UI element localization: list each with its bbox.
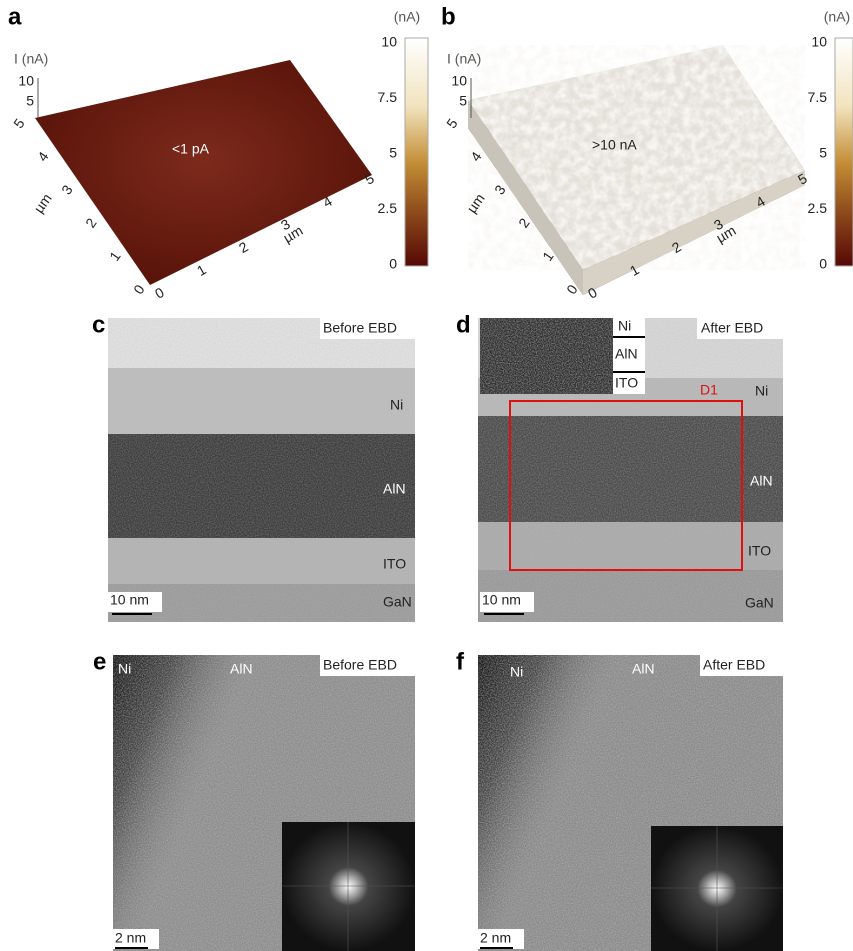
y-tick-label: 3	[58, 182, 76, 198]
panel-label: d	[456, 311, 471, 338]
region-label: AlN	[230, 661, 253, 677]
condition: After EBD	[701, 320, 763, 336]
layer-label: ITO	[748, 543, 771, 559]
colorbar	[835, 38, 853, 266]
scale-label: 10 nm	[482, 592, 521, 608]
y-unit: µm	[30, 191, 54, 216]
scale-label: 2 nm	[480, 930, 511, 946]
x-tick-label: 1	[194, 261, 209, 279]
layer-label: ITO	[383, 556, 406, 572]
colorbar-tick-label: 10	[381, 34, 397, 50]
panel-label: a	[8, 3, 22, 30]
region-label: Ni	[118, 661, 131, 677]
condition: Before EBD	[323, 320, 397, 336]
colorbar-tick-label: 2.5	[808, 200, 828, 216]
inset-label: AlN	[615, 346, 638, 362]
afm-surface	[468, 45, 805, 270]
z-axis-label: I (nA)	[447, 51, 481, 67]
annotation: <1 pA	[172, 141, 210, 157]
region-label: Ni	[510, 664, 523, 680]
colorbar-tick-label: 2.5	[378, 200, 398, 216]
tem-image-c	[108, 318, 415, 622]
z-tick-label: 10	[451, 73, 467, 89]
colorbar-tick-label: 5	[389, 145, 397, 161]
colorbar-unit: (nA)	[824, 9, 850, 25]
y-tick-label: 2	[82, 215, 100, 231]
layer-label: GaN	[383, 594, 412, 610]
y-tick-label: 1	[106, 248, 124, 264]
scale-label: 10 nm	[110, 592, 149, 608]
afm-surface	[35, 60, 372, 285]
region-label: AlN	[632, 661, 655, 677]
y-tick-label: 0	[130, 281, 148, 297]
page: {"panel_a": {"label": "a", "z_axis_label…	[0, 0, 853, 951]
z-tick-label: 5	[459, 93, 467, 109]
colorbar-tick-label: 5	[819, 145, 827, 161]
hrtem-image-e	[113, 655, 415, 951]
colorbar-tick-label: 0	[819, 256, 827, 272]
figure: c Before EBD Ni AlN ITO GaN 10 nm d Afte…	[0, 0, 853, 951]
annotation: >10 nA	[592, 137, 637, 153]
y-tick-label: 5	[443, 115, 461, 131]
panel-label: c	[92, 311, 105, 338]
layer-label: AlN	[383, 481, 406, 497]
condition: Before EBD	[323, 657, 397, 673]
colorbar-tick-label: 0	[389, 256, 397, 272]
inset-label: ITO	[615, 375, 638, 391]
hrtem-image-f	[478, 655, 783, 951]
layer-label: Ni	[755, 383, 768, 399]
panel-label: e	[93, 648, 106, 675]
colorbar-tick-label: 10	[811, 34, 827, 50]
y-unit: µm	[463, 191, 487, 216]
z-axis-label: I (nA)	[14, 51, 48, 67]
scale-label: 2 nm	[115, 930, 146, 946]
panel-label: f	[456, 648, 465, 675]
x-tick-label: 5	[362, 170, 377, 188]
y-tick-label: 4	[34, 149, 52, 165]
y-tick-label: 5	[10, 115, 28, 131]
y-tick-label: 3	[491, 182, 509, 198]
colorbar-tick-label: 7.5	[808, 89, 828, 105]
colorbar-unit: (nA)	[394, 9, 420, 25]
inset-label: Ni	[618, 318, 631, 334]
condition: After EBD	[703, 657, 765, 673]
x-tick-label: 2	[236, 238, 251, 256]
z-tick-label: 5	[26, 93, 34, 109]
x-tick-label: 4	[320, 193, 335, 211]
region-label: D1	[700, 382, 718, 398]
y-tick-label: 4	[467, 149, 485, 165]
x-tick-label: 0	[152, 284, 167, 302]
tem-image-d	[478, 318, 783, 622]
layer-label: AlN	[750, 473, 773, 489]
panel-label: b	[441, 3, 456, 30]
colorbar-tick-label: 7.5	[378, 89, 398, 105]
layer-label: GaN	[745, 595, 774, 611]
colorbar	[405, 38, 428, 266]
z-tick-label: 10	[18, 73, 34, 89]
layer-label: Ni	[390, 397, 403, 413]
